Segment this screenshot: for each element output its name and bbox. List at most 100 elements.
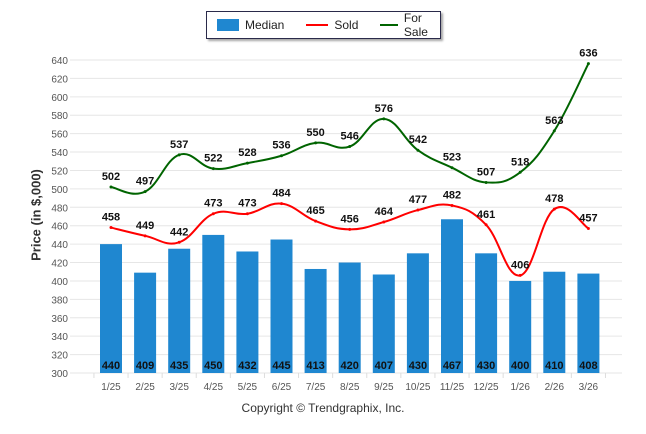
y-tick-label: 380: [51, 295, 68, 306]
x-tick-label: 2/26: [545, 382, 565, 393]
sold-data-label: 458: [102, 212, 120, 224]
for-sale-line: [110, 63, 590, 195]
y-tick-label: 640: [51, 56, 68, 67]
x-tick-label: 12/25: [474, 382, 499, 393]
x-tick-label: 11/25: [440, 382, 465, 393]
for-sale-point: [416, 148, 420, 152]
for-sale-swatch-icon: [380, 24, 398, 26]
x-tick-label: 1/26: [510, 382, 530, 393]
median-bars: [100, 219, 600, 373]
bar-data-label: 445: [272, 360, 290, 372]
legend-item-sold[interactable]: Sold: [306, 18, 358, 32]
bar-median: [134, 272, 157, 373]
for-sale-point: [450, 166, 454, 170]
bar-median: [304, 268, 327, 373]
y-tick-label: 520: [51, 166, 68, 177]
bar-median: [236, 251, 259, 373]
y-tick-label: 400: [51, 277, 68, 288]
bar-data-label: 407: [375, 360, 393, 372]
sold-point: [450, 203, 454, 207]
sold-data-label: 456: [341, 213, 359, 225]
sold-point: [177, 240, 181, 244]
for-sale-data-label: 522: [204, 153, 222, 165]
for-sale-data-label: 546: [341, 131, 359, 143]
series-lines: [109, 62, 590, 277]
for-sale-data-label: 537: [170, 139, 188, 151]
bar-data-label: 430: [477, 360, 495, 372]
y-axis-title: Price (in $,000): [28, 169, 44, 261]
sold-data-label: 484: [272, 188, 291, 200]
x-tick-label: 4/25: [204, 382, 224, 393]
legend-label-sold: Sold: [334, 18, 359, 32]
y-tick-label: 600: [51, 93, 68, 104]
x-tick-label: 5/25: [238, 382, 258, 393]
sold-point: [211, 212, 215, 216]
bar-median: [406, 253, 429, 373]
for-sale-point: [177, 153, 181, 157]
data-labels: 440 409 435 450 432 445 413 420 407 430 467 430 400 4…: [102, 48, 598, 372]
sold-data-label: 457: [579, 212, 597, 224]
for-sale-point: [211, 167, 215, 171]
for-sale-point: [314, 141, 318, 145]
x-tick-label: 1/25: [101, 382, 121, 393]
legend: Median Sold For Sale: [206, 11, 441, 39]
legend-item-for-sale[interactable]: For Sale: [380, 11, 440, 39]
sold-line: [110, 202, 590, 277]
legend-item-median[interactable]: Median: [217, 18, 284, 32]
x-tick-label: 6/25: [272, 382, 292, 393]
for-sale-data-label: 536: [272, 140, 290, 152]
x-tick-label: 10/25: [405, 382, 430, 393]
bar-median: [270, 239, 293, 373]
bar-median: [100, 244, 122, 373]
y-tick-label: 360: [51, 314, 68, 325]
for-sale-data-label: 550: [306, 127, 324, 139]
sold-point: [484, 223, 488, 227]
copyright-text: Copyright © Trendgraphix, Inc.: [241, 401, 405, 415]
y-axis-ticks: 300 320 340 360 380 400 420 440 460 480 500 520 540 5…: [51, 56, 68, 380]
bar-data-label: 467: [443, 360, 461, 372]
y-tick-label: 440: [51, 240, 68, 251]
for-sale-data-label: 576: [375, 103, 393, 115]
for-sale-data-label: 518: [511, 156, 529, 168]
bar-median: [543, 271, 566, 373]
bar-data-label: 413: [306, 360, 324, 372]
legend-label-median: Median: [245, 18, 285, 32]
bar-median: [577, 273, 600, 373]
bar-median: [202, 234, 225, 373]
bar-data-label: 435: [170, 360, 188, 372]
bar-data-label: 420: [341, 360, 359, 372]
for-sale-point: [348, 145, 352, 149]
sold-point: [416, 208, 420, 212]
y-tick-label: 320: [51, 351, 68, 362]
y-tick-label: 420: [51, 259, 68, 270]
for-sale-point: [109, 185, 113, 189]
for-sale-point: [518, 170, 522, 174]
legend-label-for-sale: For Sale: [403, 11, 428, 39]
sold-point: [245, 212, 249, 216]
bar-data-label: 432: [238, 360, 256, 372]
sold-data-label: 478: [545, 193, 563, 205]
x-axis-ticks: 1/25 2/25 3/25 4/25 5/25 6/25 7/25 8/25 9/25 10/2…: [93, 373, 606, 393]
sold-data-label: 442: [170, 226, 188, 238]
for-sale-point: [586, 62, 590, 66]
bar-median: [338, 262, 361, 373]
sold-data-label: 461: [477, 209, 495, 221]
sold-data-label: 477: [409, 194, 427, 206]
sold-point: [552, 207, 556, 211]
sold-point: [348, 227, 352, 231]
bar-median: [475, 253, 498, 373]
sold-swatch-icon: [306, 24, 329, 26]
bar-data-label: 408: [579, 360, 597, 372]
sold-point: [143, 234, 147, 238]
for-sale-point: [280, 154, 283, 158]
sold-data-label: 406: [511, 259, 529, 271]
bar-median: [372, 274, 395, 373]
for-sale-data-label: 502: [102, 171, 120, 183]
bar-median: [509, 280, 532, 373]
bar-data-label: 430: [409, 360, 427, 372]
median-swatch-icon: [217, 19, 239, 31]
sold-point: [109, 226, 113, 230]
for-sale-point: [484, 180, 488, 184]
for-sale-data-label: 528: [238, 147, 256, 159]
sold-point: [518, 273, 522, 277]
